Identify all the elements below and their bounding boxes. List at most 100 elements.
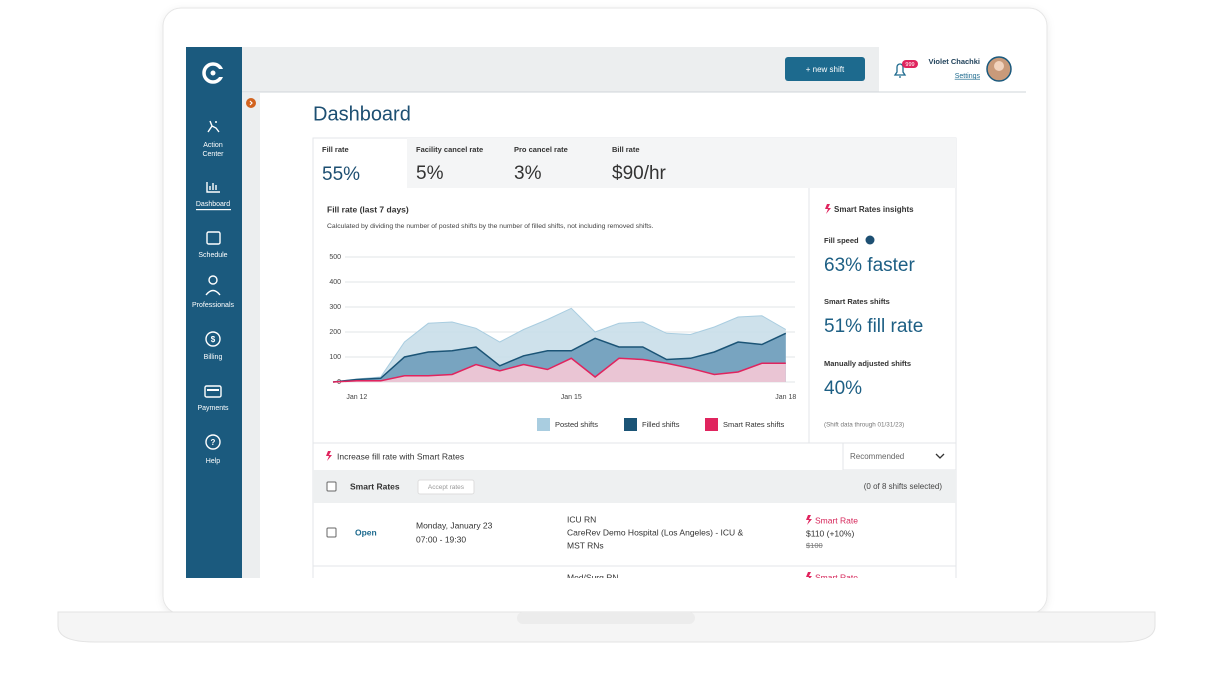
legend-swatch bbox=[705, 418, 718, 431]
area-line bbox=[332, 307, 787, 383]
logo bbox=[202, 62, 224, 84]
bolt-icon bbox=[806, 572, 812, 578]
insight-value: 40% bbox=[824, 378, 862, 399]
area bbox=[333, 358, 786, 382]
insight-value: 63% faster bbox=[824, 255, 915, 276]
collapse-strip bbox=[242, 93, 260, 578]
checkbox[interactable] bbox=[326, 481, 337, 492]
role: ICU RN bbox=[567, 514, 596, 524]
badge-count: 999 bbox=[905, 62, 914, 68]
chart-title: Fill rate (last 7 days) bbox=[327, 204, 409, 214]
bolt-icon bbox=[806, 515, 812, 525]
accept-label[interactable]: Accept rates bbox=[428, 484, 465, 491]
tab-value[interactable]: 55% bbox=[322, 164, 360, 185]
tab-label[interactable]: Pro cancel rate bbox=[514, 145, 568, 154]
nav-active-underline bbox=[196, 209, 231, 211]
billing-glyph: $ bbox=[211, 335, 216, 344]
insight-label: Manually adjusted shifts bbox=[824, 359, 911, 368]
icon-billing bbox=[205, 331, 221, 347]
tab-value[interactable]: 5% bbox=[416, 163, 444, 184]
date: Monday, January 23 bbox=[416, 520, 493, 530]
nav-label[interactable]: Schedule bbox=[198, 252, 227, 259]
area-line bbox=[332, 332, 787, 383]
sort-value[interactable]: Recommended bbox=[850, 452, 904, 461]
laptop-base bbox=[57, 611, 1156, 643]
topbar bbox=[242, 47, 879, 92]
nav-label[interactable]: Payments bbox=[197, 405, 229, 412]
help-glyph: ? bbox=[211, 438, 216, 447]
nav-label[interactable]: Billing bbox=[204, 354, 223, 361]
insight-label: Fill speed bbox=[824, 236, 859, 245]
legend-swatch bbox=[624, 418, 637, 431]
table-heading: Increase fill rate with Smart Rates bbox=[337, 451, 464, 461]
nav-label[interactable]: Action bbox=[203, 142, 223, 149]
legend-swatch bbox=[537, 418, 550, 431]
icon-help bbox=[205, 434, 221, 450]
icon-schedule bbox=[206, 231, 221, 245]
legend-label: Smart Rates shifts bbox=[723, 420, 785, 429]
nav-label[interactable]: Dashboard bbox=[196, 201, 230, 208]
bolt-icon bbox=[326, 451, 332, 461]
group-row bbox=[313, 470, 956, 503]
insight-value: 51% fill rate bbox=[824, 316, 923, 337]
y-tick-label: 400 bbox=[329, 279, 341, 286]
facility: CareRev Demo Hospital (Los Angeles) - IC… bbox=[567, 527, 744, 537]
status: Open bbox=[355, 527, 377, 537]
expand-toggle[interactable] bbox=[246, 98, 256, 108]
tag: Smart Rate bbox=[815, 515, 858, 525]
accept-button[interactable] bbox=[417, 479, 475, 495]
info-icon[interactable] bbox=[865, 235, 875, 245]
insights-note: (Shift data through 01/31/23) bbox=[824, 422, 904, 429]
y-tick-label: 500 bbox=[329, 254, 341, 261]
tab-label[interactable]: Fill rate bbox=[322, 145, 349, 154]
bolt-icon bbox=[825, 204, 831, 214]
x-tick-label: Jan 12 bbox=[346, 394, 367, 401]
tag: Smart Rate bbox=[815, 572, 858, 582]
button-label[interactable]: + new shift bbox=[806, 65, 845, 74]
x-tick-label: Jan 15 bbox=[561, 394, 582, 401]
sort-dropdown[interactable] bbox=[842, 442, 957, 471]
x-tick-label: Jan 18 bbox=[775, 394, 796, 401]
nav-icons bbox=[204, 120, 222, 450]
icon-dashboard bbox=[206, 182, 220, 193]
laptop-notch bbox=[517, 612, 695, 624]
legend-label: Filled shifts bbox=[642, 420, 680, 429]
icon-payments bbox=[204, 385, 222, 398]
checkbox[interactable] bbox=[326, 527, 337, 538]
legend-label: Posted shifts bbox=[555, 420, 598, 429]
selected-count: (0 of 8 shifts selected) bbox=[864, 482, 943, 491]
time: 07:00 - 19:30 bbox=[416, 534, 466, 544]
page-title: Dashboard bbox=[313, 103, 411, 125]
rate: $110 (+10%) bbox=[806, 528, 854, 538]
settings-link[interactable]: Settings bbox=[955, 73, 981, 80]
nav-label[interactable]: Professionals bbox=[192, 302, 235, 309]
nav-label[interactable]: Help bbox=[206, 458, 221, 465]
insights-title: Smart Rates insights bbox=[834, 205, 914, 214]
y-tick-label: 100 bbox=[329, 354, 341, 361]
insight-label: Smart Rates shifts bbox=[824, 297, 890, 306]
y-tick-label: 300 bbox=[329, 304, 341, 311]
old-rate: $100 bbox=[806, 541, 823, 550]
group-name: Smart Rates bbox=[350, 481, 400, 491]
chart-subtitle: Calculated by dividing the number of pos… bbox=[327, 223, 654, 230]
tab-value[interactable]: 3% bbox=[514, 163, 542, 184]
tab-label[interactable]: Facility cancel rate bbox=[416, 145, 483, 154]
tab-label[interactable]: Bill rate bbox=[612, 145, 640, 154]
panel bbox=[312, 137, 957, 444]
new-shift-button[interactable] bbox=[785, 57, 865, 81]
bell-icon[interactable] bbox=[893, 63, 907, 78]
screen: $ ? Action Center Dashboard Schedule Pro… bbox=[186, 47, 1026, 582]
nav-label[interactable]: Center bbox=[202, 151, 224, 158]
user-name: Violet Chachki bbox=[928, 57, 980, 66]
tabs-inactive-bg bbox=[407, 138, 956, 188]
icon-professionals bbox=[205, 275, 221, 296]
facility: MST RNs bbox=[567, 540, 604, 550]
icon-action bbox=[207, 120, 220, 133]
area-line bbox=[332, 357, 786, 383]
expand-arrow bbox=[249, 100, 253, 106]
tab-value[interactable]: $90/hr bbox=[612, 163, 667, 184]
card-stripe bbox=[207, 389, 219, 391]
avatar-face bbox=[994, 61, 1004, 71]
